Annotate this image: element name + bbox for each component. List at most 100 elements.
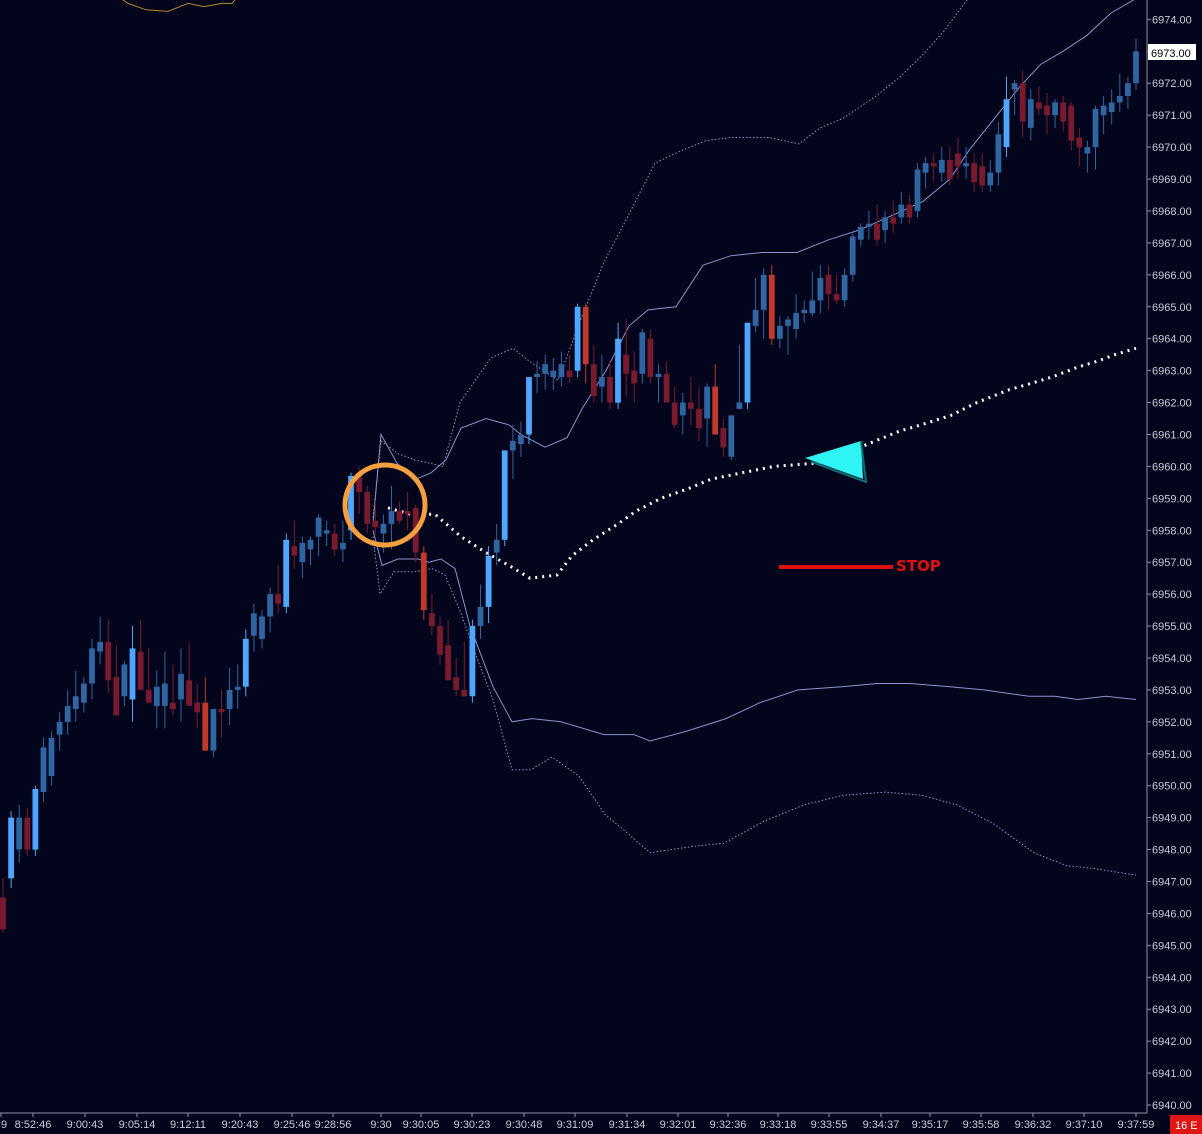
candle-bull: [922, 156, 929, 189]
candle-bear: [712, 364, 719, 435]
candle-bull: [283, 533, 290, 614]
time-tick-label: 9:32:01: [660, 1119, 697, 1131]
candle-body: [307, 539, 314, 550]
candle-body: [922, 163, 929, 173]
candle-bear: [971, 153, 977, 192]
candle-body: [550, 370, 557, 377]
price-tick-label: 6952.00: [1152, 717, 1192, 729]
candle-bull: [32, 785, 39, 856]
price-tick-label: 6940.00: [1152, 1100, 1192, 1112]
candle-body: [663, 373, 670, 403]
candle-body: [623, 354, 629, 374]
candle-body: [1052, 102, 1058, 116]
time-tick-label: 9:30: [370, 1119, 391, 1131]
candle-bear: [0, 878, 6, 933]
time-tick-label: 9:33:18: [760, 1119, 797, 1131]
candle-body: [145, 689, 152, 703]
price-tick-label: 6957.00: [1152, 557, 1192, 569]
price-tick-label: 6965.00: [1152, 302, 1192, 314]
candle-body: [445, 645, 451, 681]
candle-body: [1019, 83, 1026, 122]
candle-body: [987, 172, 994, 186]
candle-bull: [615, 322, 621, 409]
corner-badge-label: 16 E: [1175, 1120, 1198, 1132]
candle-bull: [704, 383, 710, 448]
candle-bull: [1052, 99, 1058, 128]
candle-body: [906, 204, 913, 218]
candle-bull: [8, 811, 14, 888]
candle-body: [995, 134, 1002, 173]
price-axis[interactable]: 6940.00 6941.00 6942.00 6943.00 6944.00 6945.…: [1146, 0, 1192, 1113]
price-tick-label: 6941.00: [1152, 1068, 1192, 1080]
time-tick-label: 9:28:56: [315, 1119, 352, 1131]
candle-body: [299, 543, 306, 563]
candle-bull: [760, 268, 767, 339]
time-tick-label: 9:05:14: [119, 1119, 156, 1131]
candle-bull: [210, 709, 217, 757]
candle-body: [947, 159, 953, 180]
candle-body: [72, 696, 79, 710]
candle-bull: [679, 393, 686, 435]
candle-body: [340, 543, 346, 550]
candle-body: [234, 686, 241, 690]
candle-body: [356, 472, 362, 492]
bollinger-outer-band: [372, 0, 968, 518]
candle-body: [744, 322, 751, 403]
price-tick-label: 6969.00: [1152, 174, 1192, 186]
time-tick-label: 9:32:36: [710, 1119, 747, 1131]
candle-body: [477, 606, 484, 627]
candle-body: [32, 788, 39, 850]
candle-bull: [963, 147, 969, 179]
price-tick-label: 6968.00: [1152, 206, 1192, 218]
candle-body: [542, 364, 549, 374]
candle-bull: [1084, 140, 1091, 173]
candle-body: [178, 673, 184, 700]
candle-bull: [323, 520, 330, 547]
time-tick-label: 9:31:09: [557, 1119, 594, 1131]
candle-bull: [866, 211, 872, 240]
candle-body: [801, 309, 808, 314]
candle-body: [275, 594, 281, 604]
price-tick-label: 6974.00: [1152, 14, 1192, 26]
candle-body: [712, 386, 719, 435]
candle-body: [194, 702, 201, 713]
candle-body: [631, 370, 638, 384]
candle-body: [437, 626, 443, 655]
candle-bear: [1019, 70, 1026, 138]
candle-body: [501, 450, 508, 540]
candle-body: [825, 274, 832, 294]
candle-bear: [194, 683, 201, 729]
candle-bull: [121, 661, 128, 706]
current-price-tag: 6973.00: [1148, 44, 1196, 60]
candle-body: [81, 683, 87, 703]
candle-body: [1108, 102, 1115, 112]
top-indicator-line: [122, 0, 236, 12]
candle-bear: [906, 195, 913, 224]
candle-body: [1125, 83, 1131, 96]
candle-bull: [469, 619, 476, 703]
candle-body: [955, 153, 961, 167]
candle-body: [647, 338, 654, 377]
candle-bull: [542, 354, 549, 390]
candle-body: [56, 721, 63, 735]
price-tick-label: 6963.00: [1152, 366, 1192, 378]
time-tick-label: 9:30:23: [454, 1119, 491, 1131]
time-axis[interactable]: 9 8:52:46 9:00:43 9:05:14 9:12:11 9:20:43 9:25…: [0, 1112, 1154, 1131]
candle-body: [582, 306, 589, 365]
candle-bull: [655, 364, 662, 403]
candle-body: [429, 613, 435, 627]
candle-bear: [1036, 86, 1042, 116]
price-tick-label: 6950.00: [1152, 781, 1192, 793]
candle-body: [469, 626, 476, 697]
candle-body: [615, 338, 621, 403]
candle-body: [1044, 105, 1050, 116]
candle-body: [526, 377, 532, 435]
candle-bull: [153, 670, 160, 729]
candle-body: [40, 747, 47, 793]
candle-bear: [137, 619, 144, 690]
candle-body: [1084, 147, 1091, 154]
candle-bull: [987, 159, 994, 192]
candle-bull: [1125, 76, 1131, 109]
corner-badge: 16 E: [1170, 1115, 1202, 1134]
